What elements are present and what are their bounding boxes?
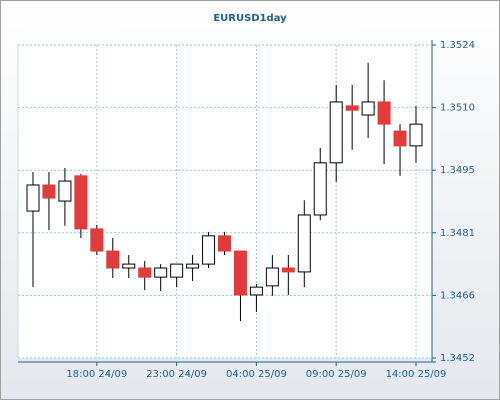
chart-title: EURUSD1day [213, 13, 287, 24]
candle-body [233, 250, 247, 296]
candle-body [90, 228, 104, 252]
x-tick-label: 23:00 24/09 [146, 369, 207, 380]
candle-body [186, 263, 200, 269]
y-tick-label: 1.3452 [440, 353, 475, 364]
y-tick-label: 1.3495 [440, 165, 475, 176]
candle-body [361, 101, 375, 116]
candle-body [265, 267, 279, 287]
candle-body [218, 235, 231, 252]
x-tick-label: 18:00 24/09 [66, 369, 127, 380]
candle-body [202, 235, 216, 265]
candle-body [122, 263, 136, 269]
candle-body [154, 267, 168, 278]
candle-body [345, 105, 359, 111]
candle-body [26, 184, 40, 212]
candle-body [249, 286, 263, 296]
y-tick-label: 1.3466 [440, 290, 475, 301]
candle-body [106, 250, 120, 269]
candle-body [58, 180, 72, 202]
candle-body [281, 267, 295, 273]
candle-body [313, 162, 327, 216]
x-tick-label: 14:00 25/09 [386, 369, 447, 380]
candle-body [297, 214, 311, 273]
candle-body [329, 101, 343, 164]
x-tick-label: 04:00 25/09 [226, 369, 287, 380]
candle-body [409, 123, 423, 147]
x-tick-label: 09:00 25/09 [306, 369, 367, 380]
y-tick-label: 1.3510 [440, 103, 475, 114]
candle-body [42, 184, 56, 199]
y-tick-label: 1.3524 [440, 40, 475, 51]
candle-body [170, 263, 184, 278]
candle-body [74, 175, 88, 230]
y-tick-label: 1.3481 [440, 228, 475, 239]
candle-body [393, 130, 407, 147]
candle-body [377, 101, 391, 125]
candle-body [138, 267, 152, 278]
